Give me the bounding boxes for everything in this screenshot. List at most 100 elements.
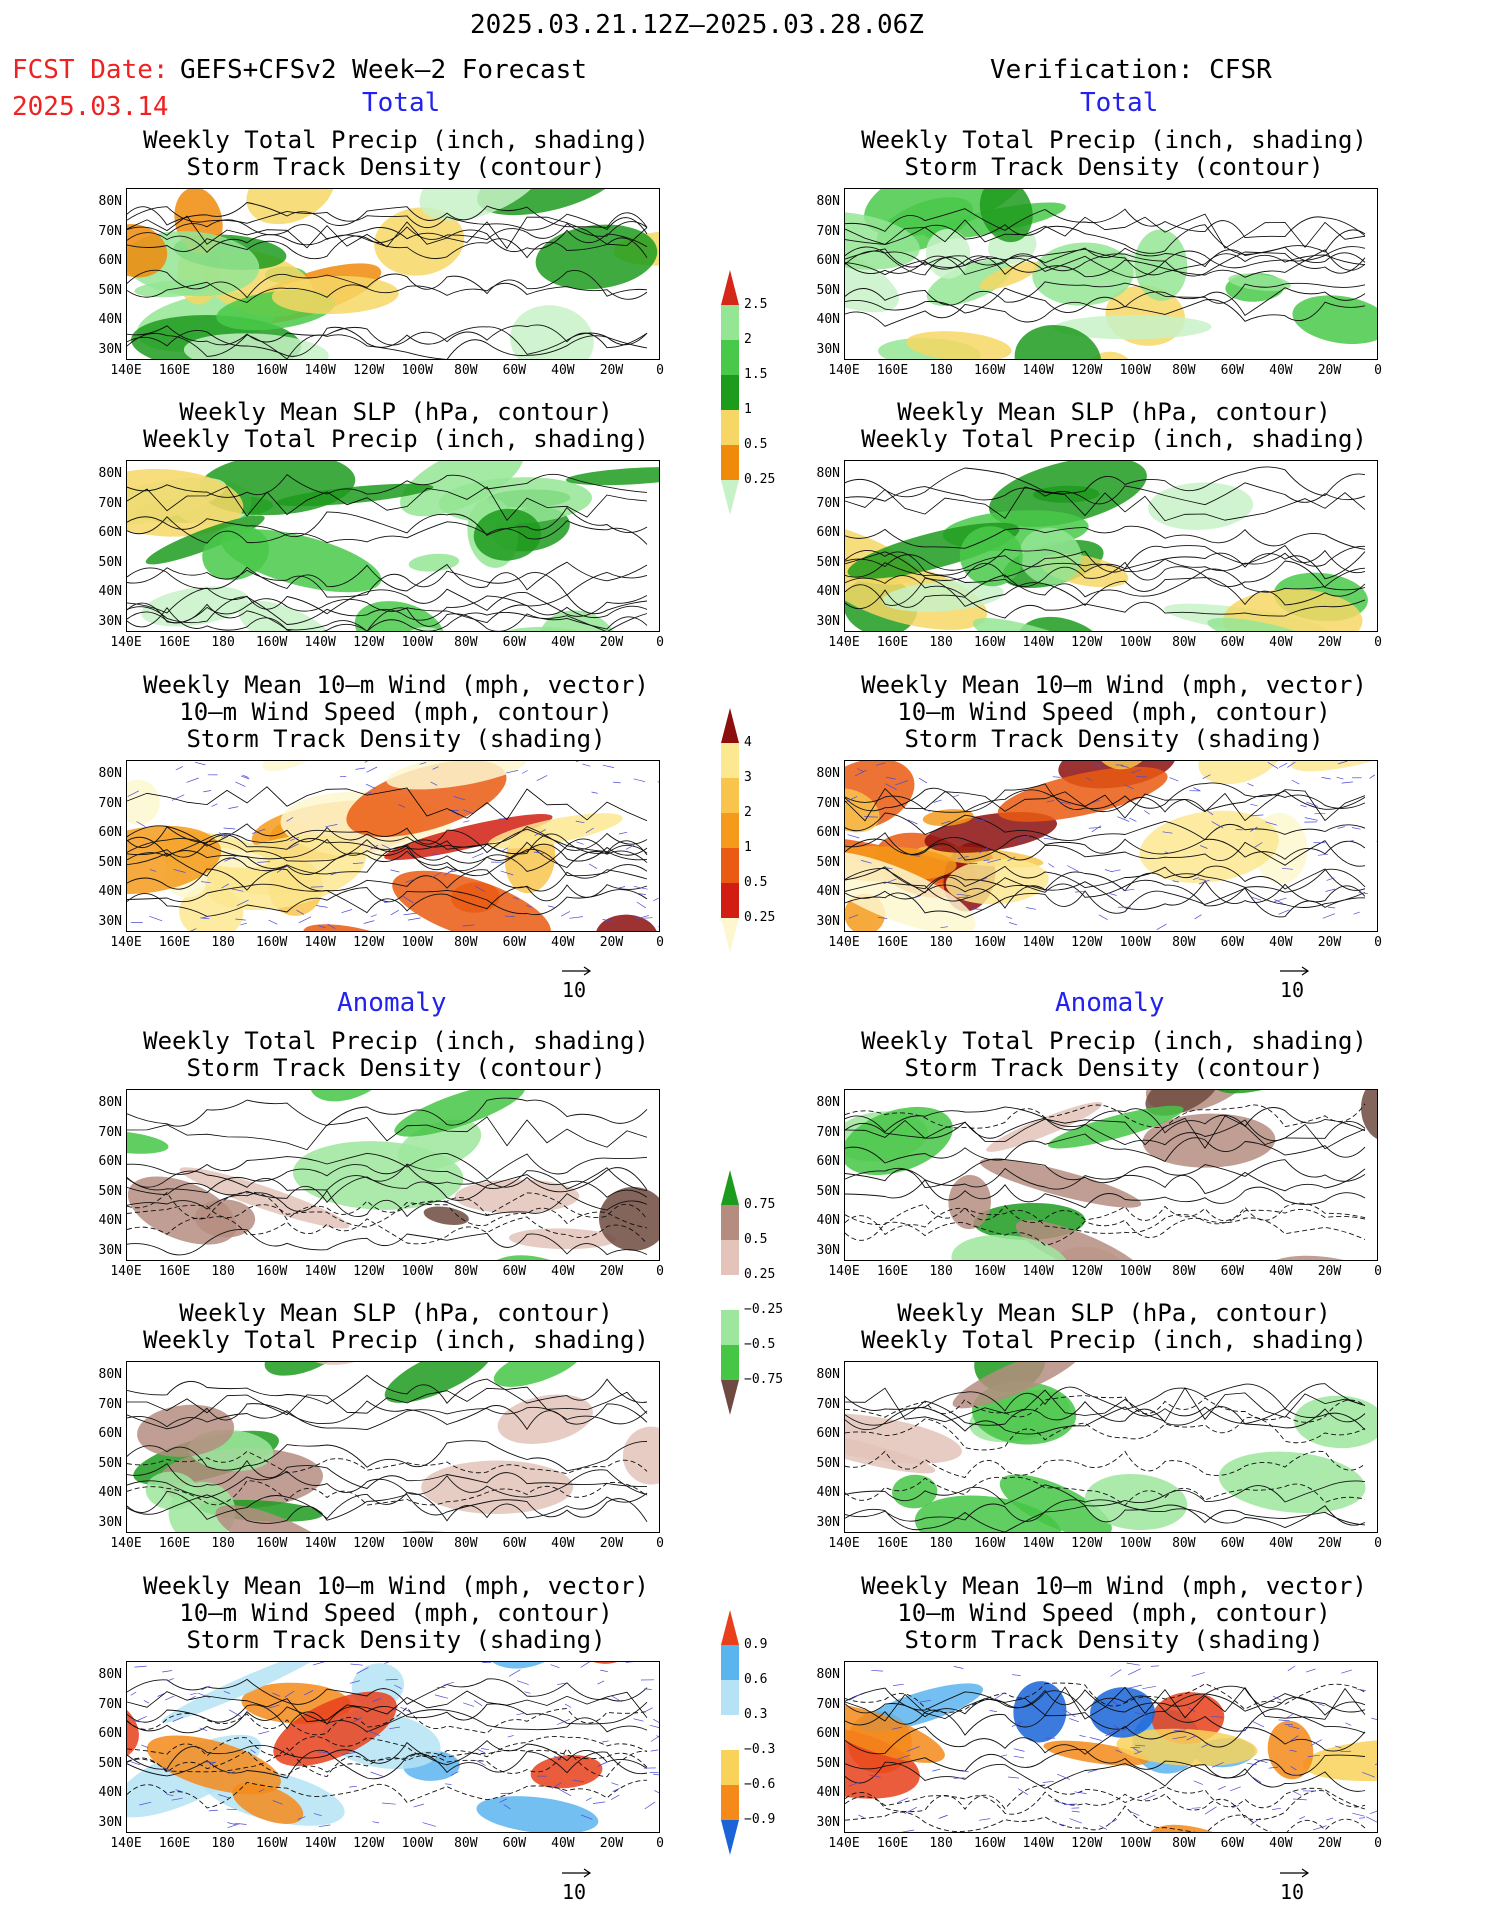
lat-tick-label: 50N	[98, 854, 122, 870]
wind-vector	[956, 893, 971, 897]
wind-vector	[981, 877, 988, 881]
lon-tick-label: 60W	[1220, 935, 1245, 950]
wind-vector	[164, 1695, 175, 1701]
contour-line	[127, 1480, 648, 1506]
contour-line	[845, 1682, 1366, 1713]
coastline	[845, 486, 1366, 522]
colorbar-precip_total	[721, 270, 739, 515]
lon-tick-label: 160W	[255, 935, 288, 950]
wind-vector	[1174, 1729, 1187, 1731]
verif-anomaly-label: Anomaly	[1055, 988, 1165, 1018]
contour-line	[845, 1167, 1366, 1195]
lon-tick-label: 100W	[401, 1836, 433, 1851]
lat-tick-label: 60N	[816, 1726, 840, 1741]
wind-vector	[1059, 1823, 1066, 1826]
wind-vector	[1341, 781, 1353, 784]
shading-blob	[1259, 1255, 1377, 1260]
coastline	[127, 786, 648, 822]
wind-vector	[556, 1682, 567, 1686]
wind-vector	[1134, 1712, 1148, 1716]
wind-vector	[1292, 1798, 1307, 1801]
lat-tick-label: 60N	[98, 825, 122, 840]
wind-vector	[149, 915, 163, 922]
shading-blob	[202, 525, 270, 581]
wind-vector	[224, 855, 237, 862]
wind-vector	[572, 1779, 584, 1783]
contour-line	[845, 1450, 1366, 1479]
date-range-title: 2025.03.21.12Z—2025.03.28.06Z	[470, 10, 924, 40]
wind-vector	[884, 867, 893, 870]
wind-vector	[413, 1803, 425, 1808]
lon-tick-label: 100W	[1119, 635, 1151, 650]
lat-tick-label: 50N	[816, 854, 840, 870]
wind-vector	[564, 1703, 572, 1708]
wind-vector	[133, 1720, 140, 1723]
wind-vector	[857, 768, 865, 773]
lon-tick-label: 60W	[502, 635, 527, 650]
shading-blob	[127, 224, 168, 278]
wind-vector	[500, 870, 514, 876]
contour-line	[845, 560, 1366, 591]
wind-vector	[935, 846, 942, 849]
wind-vector	[363, 920, 375, 924]
shading-blob	[161, 1662, 327, 1723]
contour-line	[127, 1469, 648, 1499]
wind-vector	[940, 926, 948, 929]
wind-vector	[953, 1666, 964, 1669]
wind-vector	[349, 1680, 360, 1684]
wind-vector	[1265, 821, 1277, 826]
wind-vector	[526, 905, 532, 908]
wind-vector	[1201, 1743, 1209, 1748]
wind-vector	[505, 915, 515, 917]
lon-tick-label: 60W	[502, 1536, 527, 1551]
wind-vector	[352, 1717, 362, 1723]
wind-vector	[1067, 865, 1079, 872]
wind-vector	[477, 1748, 486, 1754]
wind-vector	[877, 916, 888, 919]
lon-tick-label: 40W	[1269, 363, 1293, 378]
colorbar-label: 4	[744, 735, 752, 750]
shading-blob	[423, 1206, 469, 1226]
lon-tick-label: 80W	[1172, 935, 1196, 950]
lon-tick-label: 160E	[876, 635, 909, 650]
wind-vector	[1268, 1766, 1279, 1769]
lon-tick-label: 40W	[1269, 935, 1293, 950]
lon-tick-label: 40W	[551, 935, 575, 950]
forecast-total-wind-storm-map	[126, 760, 660, 932]
wind-vector	[653, 897, 659, 902]
contour-line	[845, 1499, 1366, 1529]
wind-vector	[1005, 916, 1013, 919]
fcst-date: 2025.03.14	[12, 92, 169, 122]
lat-tick-label: 50N	[98, 1755, 122, 1771]
wind-vector	[848, 1781, 860, 1787]
panel-title: Weekly Mean 10—m Wind (mph, vector) 10—m…	[143, 671, 649, 753]
shading-blob	[906, 331, 1012, 359]
wind-vector	[1253, 842, 1263, 849]
verif-anom-slp-precip-map	[844, 1361, 1378, 1533]
contour-line	[127, 823, 648, 851]
wind-vector	[501, 847, 508, 852]
lon-tick-label: 100W	[401, 1536, 433, 1551]
colorbar-label: −0.25	[744, 1302, 784, 1317]
wind-vector	[1240, 1726, 1250, 1734]
contour-line	[127, 1164, 648, 1194]
lon-tick-label: 20W	[1317, 1836, 1342, 1851]
shading-blob	[1043, 1740, 1149, 1766]
lat-tick-label: 70N	[98, 795, 122, 811]
colorbar-label: 1	[744, 840, 752, 855]
wind-vector	[250, 1749, 256, 1754]
wind-vector	[268, 919, 278, 925]
coastline	[127, 1690, 648, 1723]
forecast-total-precip-storm-map	[126, 188, 660, 360]
shading-blob	[1015, 1220, 1146, 1260]
wind-vector	[987, 858, 1001, 864]
lon-tick-label: 140E	[828, 1264, 860, 1279]
wind-vector	[481, 1748, 490, 1751]
lat-tick-label: 50N	[816, 1755, 840, 1771]
wind-vector	[618, 831, 628, 835]
wind-vector	[534, 829, 546, 836]
wind-vector	[575, 820, 585, 824]
wind-vector	[1191, 1672, 1205, 1677]
shading-blob	[1047, 1105, 1184, 1149]
lon-tick-label: 160W	[255, 363, 288, 378]
